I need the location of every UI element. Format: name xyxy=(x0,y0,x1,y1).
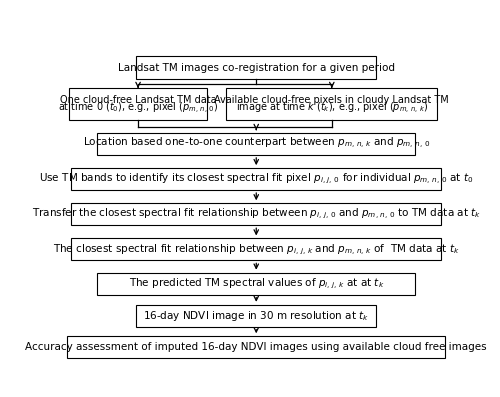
FancyBboxPatch shape xyxy=(136,305,376,327)
FancyBboxPatch shape xyxy=(70,88,207,120)
Text: Use TM bands to identify its closest spectral fit pixel $p_{i,\,j,\,0}$ for indi: Use TM bands to identify its closest spe… xyxy=(39,172,474,186)
Text: One cloud-free Landsat TM data: One cloud-free Landsat TM data xyxy=(60,95,216,105)
FancyBboxPatch shape xyxy=(68,336,445,358)
Text: 16-day NDVI image in 30 m resolution at $t_k$: 16-day NDVI image in 30 m resolution at … xyxy=(144,309,369,323)
FancyBboxPatch shape xyxy=(71,238,442,260)
Text: Landsat TM images co-registration for a given period: Landsat TM images co-registration for a … xyxy=(118,62,395,73)
FancyBboxPatch shape xyxy=(71,168,442,190)
FancyBboxPatch shape xyxy=(226,88,438,120)
Text: Transfer the closest spectral fit relationship between $p_{i,\,j,\,0}$ and $p_{m: Transfer the closest spectral fit relati… xyxy=(32,207,480,222)
Text: The predicted TM spectral values of $p_{i,\,j,\,k}$ at at $t_k$: The predicted TM spectral values of $p_{… xyxy=(128,276,384,291)
Text: The closest spectral fit relationship between $p_{i,\,j,\,k}$ and $p_{m,\,n,\,k}: The closest spectral fit relationship be… xyxy=(53,242,460,256)
Text: Available cloud-free pixels in cloudy Landsat TM: Available cloud-free pixels in cloudy La… xyxy=(214,95,449,105)
Text: at time 0 ($t_0$), e.g., pixel ($p_{m,\,n,\,0}$): at time 0 ($t_0$), e.g., pixel ($p_{m,\,… xyxy=(58,101,218,116)
FancyBboxPatch shape xyxy=(71,203,442,225)
FancyBboxPatch shape xyxy=(98,273,415,295)
FancyBboxPatch shape xyxy=(98,133,415,155)
Text: Accuracy assessment of imputed 16-day NDVI images using available cloud free ima: Accuracy assessment of imputed 16-day ND… xyxy=(26,342,487,352)
FancyBboxPatch shape xyxy=(136,56,376,79)
Text: Location based one-to-one counterpart between $p_{m,\,n,\,k}$ and $p_{m,\,n,\,0}: Location based one-to-one counterpart be… xyxy=(82,137,430,152)
Text: image at time $k$ ($t_k$), e.g., pixel ($p_{m,\,n,\,k}$): image at time $k$ ($t_k$), e.g., pixel (… xyxy=(236,101,428,116)
